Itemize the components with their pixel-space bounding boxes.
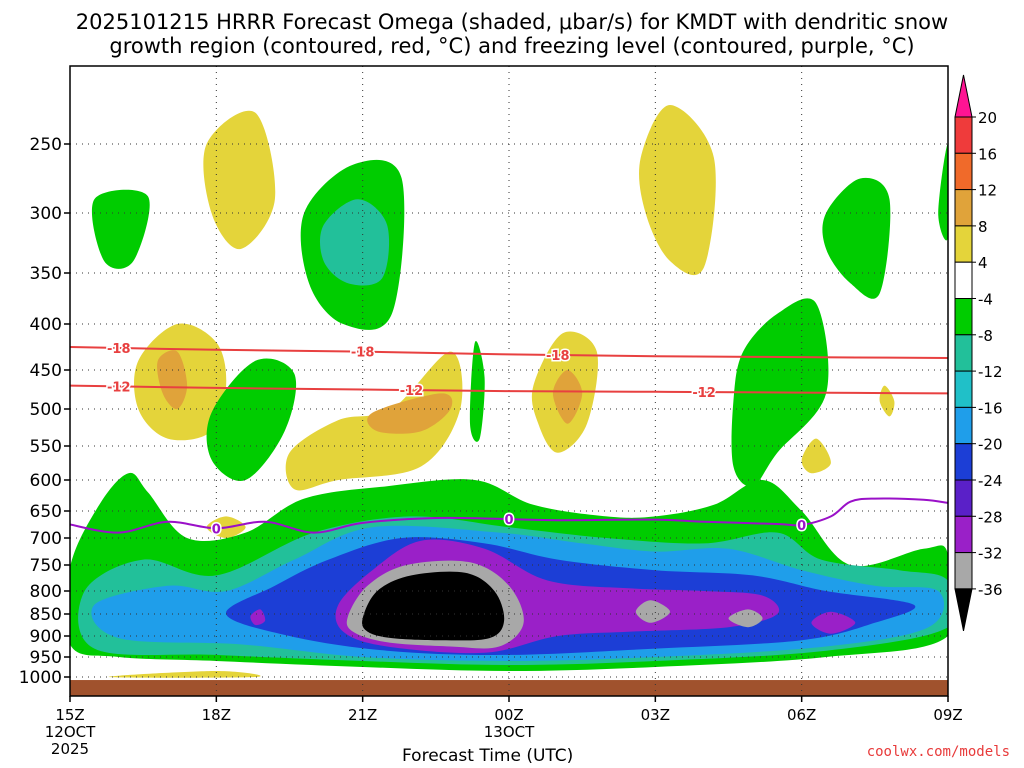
omega-region-green bbox=[91, 189, 150, 269]
omega-region-orange bbox=[367, 393, 453, 434]
colorbar-swatch bbox=[954, 515, 973, 554]
colorbar-swatch bbox=[954, 406, 973, 445]
y-tick-label: 300 bbox=[30, 204, 62, 224]
omega-region-teal bbox=[319, 199, 390, 286]
omega-region-yellow bbox=[879, 385, 895, 417]
y-tick-label: 1000 bbox=[19, 668, 62, 688]
y-tick-label: 700 bbox=[30, 529, 62, 549]
colorbar-top-arrow bbox=[954, 74, 973, 118]
x-tick-label: 15Z bbox=[55, 706, 84, 724]
y-tick-label: 900 bbox=[30, 627, 62, 647]
omega-region-yellow bbox=[801, 438, 831, 474]
contour-label: 0 bbox=[212, 522, 221, 537]
omega-region-gray bbox=[635, 600, 670, 623]
grid-lines bbox=[70, 66, 948, 696]
omega-region-green bbox=[938, 143, 948, 241]
ground-fill bbox=[70, 680, 948, 696]
y-tick-label: 800 bbox=[30, 582, 62, 602]
omega-region-orange bbox=[157, 350, 188, 410]
y-tick-label: 600 bbox=[30, 471, 62, 491]
x-tick-date: 12OCT bbox=[45, 723, 96, 741]
y-tick-label: 950 bbox=[30, 648, 62, 668]
omega-region-black bbox=[362, 571, 505, 641]
colorbar: 20 16 12 8 4 -4 -8 -12 -16 -20 -24 -28 -32 -36 bbox=[954, 74, 1003, 631]
colorbar-label: 20 bbox=[978, 109, 997, 127]
colorbar-label: -12 bbox=[978, 363, 1003, 381]
y-tick-label: 750 bbox=[30, 556, 62, 576]
ground-layer bbox=[70, 680, 948, 696]
y-tick-label: 850 bbox=[30, 605, 62, 625]
omega-region-orange bbox=[552, 370, 583, 424]
x-tick-date: 13OCT bbox=[484, 723, 535, 741]
chart-title-line-2: growth region (contoured, red, °C) and f… bbox=[109, 34, 915, 58]
colorbar-swatch bbox=[954, 261, 973, 300]
y-tick-label: 350 bbox=[30, 264, 62, 284]
contour-line--12 bbox=[70, 384, 948, 395]
colorbar-label: 12 bbox=[978, 182, 997, 200]
contour-lines: -18 -18 -18 -12 -12 -12 0 0 0 bbox=[70, 340, 948, 539]
omega-region-purple bbox=[250, 609, 266, 626]
x-tick-label: 03Z bbox=[641, 706, 670, 724]
colorbar-swatch bbox=[954, 189, 973, 227]
contour-line-0 bbox=[70, 497, 948, 534]
y-tick-label: 500 bbox=[30, 400, 62, 420]
chart-title-line-1: 2025101215 HRRR Forecast Omega (shaded, … bbox=[75, 10, 949, 34]
colorbar-label: -8 bbox=[978, 327, 993, 345]
colorbar-label: 8 bbox=[978, 218, 988, 236]
contour-label: -18 bbox=[351, 346, 375, 361]
y-tick-label: 400 bbox=[30, 315, 62, 335]
x-axis-label: Forecast Time (UTC) bbox=[402, 746, 574, 766]
contour-label: -12 bbox=[400, 384, 424, 399]
x-tick-label: 06Z bbox=[787, 706, 816, 724]
colorbar-swatch bbox=[954, 334, 973, 372]
colorbar-label: -28 bbox=[978, 508, 1003, 526]
contour-label: 0 bbox=[504, 513, 513, 528]
omega-shading bbox=[70, 105, 948, 678]
colorbar-swatch bbox=[954, 443, 973, 481]
contour-label: -18 bbox=[107, 342, 131, 357]
colorbar-swatch bbox=[954, 479, 973, 517]
contour-line--18 bbox=[70, 346, 948, 359]
x-tick-label: 21Z bbox=[348, 706, 377, 724]
credit-text: coolwx.com/models bbox=[866, 744, 1010, 760]
colorbar-swatch bbox=[954, 152, 973, 191]
contour-label: -12 bbox=[107, 380, 131, 395]
colorbar-label: -32 bbox=[978, 545, 1003, 563]
x-tick-label: 09Z bbox=[933, 706, 962, 724]
contour-label: 0 bbox=[797, 519, 806, 534]
y-tick-label: 650 bbox=[30, 502, 62, 522]
y-tick-label: 550 bbox=[30, 437, 62, 457]
colorbar-label: 4 bbox=[978, 254, 988, 272]
omega-region-purple bbox=[811, 611, 856, 634]
contour-label: -12 bbox=[692, 386, 716, 401]
colorbar-label: -20 bbox=[978, 436, 1003, 454]
colorbar-label: -16 bbox=[978, 399, 1003, 417]
colorbar-label: -36 bbox=[978, 581, 1003, 599]
contour-label: -18 bbox=[546, 349, 570, 364]
omega-region-yellow bbox=[203, 110, 276, 250]
colorbar-swatch bbox=[954, 225, 973, 263]
colorbar-label: -24 bbox=[978, 472, 1003, 490]
colorbar-swatch bbox=[954, 552, 973, 590]
y-axis-ticks: 2503003504004505005506006507007508008509… bbox=[19, 135, 70, 688]
x-tick-label: 00Z bbox=[494, 706, 523, 724]
colorbar-bottom-arrow bbox=[954, 588, 973, 631]
omega-region-green bbox=[822, 177, 891, 299]
omega-region-yellow bbox=[639, 105, 716, 276]
x-tick-label: 18Z bbox=[202, 706, 231, 724]
colorbar-swatch bbox=[954, 298, 973, 336]
y-tick-label: 250 bbox=[30, 135, 62, 155]
y-tick-label: 450 bbox=[30, 361, 62, 381]
colorbar-swatch bbox=[954, 116, 973, 154]
colorbar-label: -4 bbox=[978, 291, 993, 309]
x-tick-year: 2025 bbox=[51, 740, 89, 758]
colorbar-label: 16 bbox=[978, 145, 997, 163]
colorbar-swatch bbox=[954, 370, 973, 408]
omega-region-yellow bbox=[108, 671, 261, 678]
